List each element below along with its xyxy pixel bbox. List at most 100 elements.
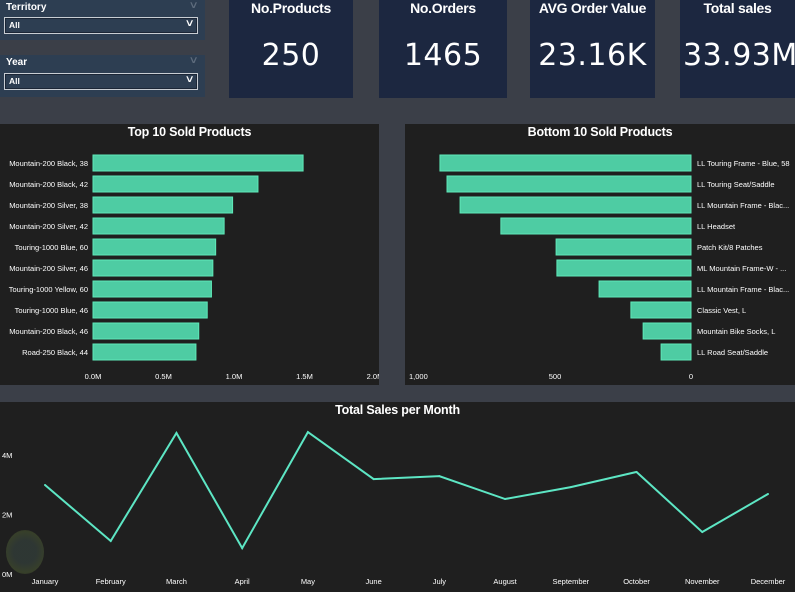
kpi-value: 33.93M xyxy=(683,38,795,73)
x-tick-label: 0 xyxy=(689,372,693,381)
x-tick-label: July xyxy=(433,577,447,586)
year-label: Year xyxy=(6,57,28,68)
x-tick-label: September xyxy=(552,577,589,586)
data-point[interactable] xyxy=(438,475,441,478)
bar[interactable] xyxy=(660,343,692,361)
category-label: Mountain-200 Black, 46 xyxy=(9,327,88,336)
kpi-value: 23.16K xyxy=(538,38,647,73)
category-label: Patch Kit/8 Patches xyxy=(697,243,763,252)
category-label: Mountain-200 Silver, 38 xyxy=(9,201,88,210)
bar[interactable] xyxy=(439,154,692,172)
year-slicer: Year ∨ All ∨ xyxy=(0,55,205,97)
y-tick-label: 0M xyxy=(2,570,12,579)
bar[interactable] xyxy=(92,175,259,193)
data-point[interactable] xyxy=(109,539,112,542)
kpi-title: AVG Order Value xyxy=(538,0,647,16)
y-tick-label: 4M xyxy=(2,451,12,460)
bar[interactable] xyxy=(92,238,217,256)
bar[interactable] xyxy=(598,280,692,298)
monthly-sales-chart-panel: Total Sales per Month 0M 2M 4M January Febru… xyxy=(0,402,795,592)
category-label: LL Headset xyxy=(697,222,736,231)
bar[interactable] xyxy=(92,322,200,340)
chart-title: Bottom 10 Sold Products xyxy=(527,125,673,139)
monthly-sales-line-chart: 0M 2M 4M January February March April May June Ju… xyxy=(2,430,786,586)
territory-slicer: Territory ∨ All ∨ xyxy=(0,0,205,40)
data-point[interactable] xyxy=(241,547,244,550)
year-dropdown[interactable]: All ∨ xyxy=(4,73,198,90)
bar[interactable] xyxy=(92,217,225,235)
territory-label: Territory xyxy=(6,2,47,13)
bottom10-chart-panel: Bottom 10 Sold Products LL Touring Frame… xyxy=(405,124,795,385)
x-tick-label: March xyxy=(166,577,187,586)
data-point[interactable] xyxy=(569,486,572,489)
bar[interactable] xyxy=(555,238,692,256)
data-point[interactable] xyxy=(372,478,375,481)
chevron-down-icon: ∨ xyxy=(184,74,195,85)
bar[interactable] xyxy=(92,343,197,361)
category-label: Touring-1000 Blue, 60 xyxy=(15,243,88,252)
x-tick-label: January xyxy=(32,577,59,586)
chart-title: Top 10 Sold Products xyxy=(127,125,252,139)
kpi-value: 250 xyxy=(261,38,321,73)
chevron-down-icon: ∨ xyxy=(184,18,195,29)
kpi-card-avg-order-value: AVG Order Value 23.16K xyxy=(530,0,655,98)
bar[interactable] xyxy=(92,154,304,172)
bar[interactable] xyxy=(92,259,214,277)
data-point[interactable] xyxy=(306,431,309,434)
x-tick-label: 0.5M xyxy=(155,372,172,381)
chart-title: Total Sales per Month xyxy=(335,403,460,417)
x-tick-label: November xyxy=(685,577,720,586)
category-label: LL Touring Seat/Saddle xyxy=(697,180,775,189)
data-point[interactable] xyxy=(504,498,507,501)
watermark-shield-icon xyxy=(6,530,44,574)
x-tick-label: 0.0M xyxy=(85,372,102,381)
bar[interactable] xyxy=(92,196,234,214)
data-point[interactable] xyxy=(635,470,638,473)
category-label: Mountain-200 Silver, 42 xyxy=(9,222,88,231)
category-label: ML Mountain Frame-W - ... xyxy=(697,264,786,273)
data-point[interactable] xyxy=(767,492,769,495)
kpi-card-total-sales: Total sales 33.93M xyxy=(680,0,795,98)
category-label: Touring-1000 Yellow, 60 xyxy=(9,285,88,294)
category-label: Mountain-200 Silver, 46 xyxy=(9,264,88,273)
x-tick-label: October xyxy=(623,577,650,586)
x-tick-label: August xyxy=(493,577,517,586)
category-label: Mountain-200 Black, 42 xyxy=(9,180,88,189)
bar[interactable] xyxy=(459,196,692,214)
kpi-value: 1465 xyxy=(403,38,483,73)
x-tick-label: June xyxy=(366,577,382,586)
category-label: LL Mountain Frame - Blac... xyxy=(697,201,789,210)
category-label: LL Road Seat/Saddle xyxy=(697,348,768,357)
bar[interactable] xyxy=(446,175,692,193)
bar[interactable] xyxy=(630,301,692,319)
top10-bar-chart: Mountain-200 Black, 38 Mountain-200 Black… xyxy=(9,154,383,381)
x-tick-label: 1.5M xyxy=(296,372,313,381)
category-label: LL Touring Frame - Blue, 58 xyxy=(697,159,790,168)
territory-collapse-chevron-icon[interactable]: ∨ xyxy=(188,0,199,11)
year-collapse-chevron-icon[interactable]: ∨ xyxy=(188,55,199,66)
x-tick-label: December xyxy=(751,577,786,586)
bottom10-bar-chart: LL Touring Frame - Blue, 58 LL Touring Se… xyxy=(409,154,790,381)
territory-dropdown[interactable]: All ∨ xyxy=(4,17,198,34)
y-tick-label: 2M xyxy=(2,511,12,520)
kpi-title: Total sales xyxy=(703,0,772,16)
bar[interactable] xyxy=(642,322,692,340)
data-point[interactable] xyxy=(175,431,178,434)
category-label: Road-250 Black, 44 xyxy=(22,348,88,357)
bar[interactable] xyxy=(92,280,212,298)
category-label: Touring-1000 Blue, 46 xyxy=(15,306,88,315)
bar[interactable] xyxy=(556,259,692,277)
kpi-title: No.Products xyxy=(251,0,331,16)
bar[interactable] xyxy=(500,217,692,235)
category-label: Classic Vest, L xyxy=(697,306,746,315)
x-tick-label: 2.0M xyxy=(367,372,379,381)
data-point[interactable] xyxy=(44,484,46,487)
territory-value: All xyxy=(9,20,20,30)
data-point[interactable] xyxy=(701,531,704,534)
bar[interactable] xyxy=(92,301,208,319)
x-tick-label: April xyxy=(235,577,250,586)
kpi-card-orders: No.Orders 1465 xyxy=(379,0,507,98)
x-tick-label: 1.0M xyxy=(226,372,243,381)
kpi-title: No.Orders xyxy=(410,0,476,16)
sales-line[interactable] xyxy=(44,430,769,551)
